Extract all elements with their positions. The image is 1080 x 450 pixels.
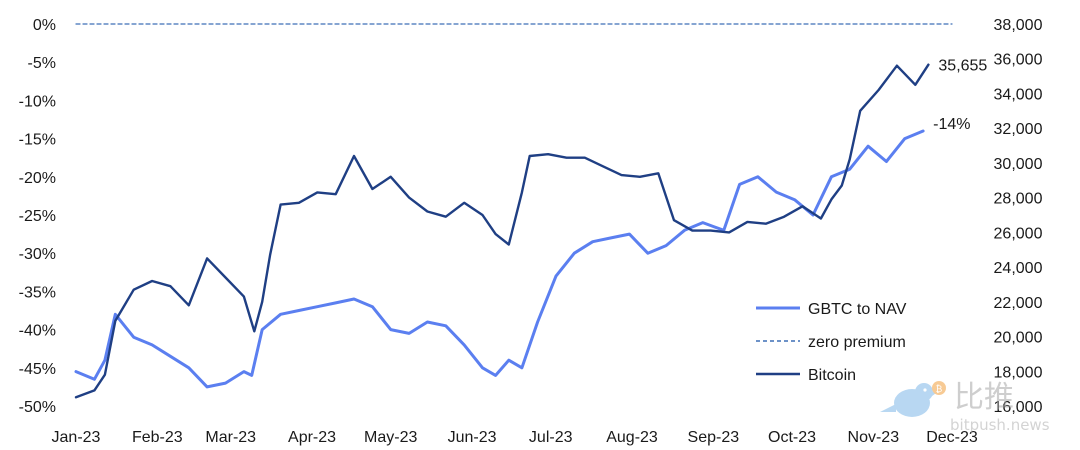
right-tick-label: 36,000 bbox=[994, 52, 1043, 69]
right-tick-label: 30,000 bbox=[994, 156, 1043, 173]
x-tick-label: Feb-23 bbox=[132, 429, 183, 446]
left-tick-label: -30% bbox=[19, 246, 56, 263]
x-tick-label: Aug-23 bbox=[606, 429, 658, 446]
series-layer bbox=[74, 23, 953, 399]
x-tick-label: Oct-23 bbox=[768, 429, 816, 446]
watermark: ₿ 比推 bitpush.news bbox=[880, 380, 1050, 434]
x-tick-label: Jan-23 bbox=[52, 429, 101, 446]
legend-label-gbtc: GBTC to NAV bbox=[808, 301, 907, 318]
x-tick-label: Jul-23 bbox=[529, 429, 573, 446]
right-axis-ticks: 38,000 36,000 34,000 32,000 30,000 28,000 26,0… bbox=[994, 17, 1043, 416]
x-tick-label: Apr-23 bbox=[288, 429, 336, 446]
right-tick-label: 16,000 bbox=[994, 399, 1043, 416]
svg-text:₿: ₿ bbox=[936, 384, 943, 394]
right-tick-label: 18,000 bbox=[994, 364, 1043, 381]
right-tick-label: 28,000 bbox=[994, 191, 1043, 208]
end-value-label: -14% bbox=[933, 116, 970, 133]
x-tick-label: May-23 bbox=[364, 429, 417, 446]
right-tick-label: 20,000 bbox=[994, 330, 1043, 347]
end-value-label: 35,655 bbox=[938, 58, 987, 75]
x-tick-label: Dec-23 bbox=[926, 429, 978, 446]
x-tick-label: Jun-23 bbox=[448, 429, 497, 446]
right-tick-label: 38,000 bbox=[994, 17, 1043, 34]
left-tick-label: -35% bbox=[19, 284, 56, 301]
right-tick-label: 24,000 bbox=[994, 260, 1043, 277]
watermark-glyphs: 比推 bbox=[954, 380, 1014, 415]
left-tick-label: -45% bbox=[19, 361, 56, 378]
x-tick-label: Sep-23 bbox=[688, 429, 740, 446]
series-line-bitcoin bbox=[74, 63, 930, 399]
left-tick-label: -5% bbox=[28, 55, 56, 72]
left-tick-label: 0% bbox=[33, 17, 56, 34]
left-tick-label: -20% bbox=[19, 170, 56, 187]
left-axis-ticks: 0% -5% -10% -15% -20% -25% -30% -35% -40% -45% -50… bbox=[19, 17, 56, 416]
left-tick-label: -25% bbox=[19, 208, 56, 225]
legend-label-zero-premium: zero premium bbox=[808, 334, 906, 351]
legend-label-bitcoin: Bitcoin bbox=[808, 367, 856, 384]
left-tick-label: -15% bbox=[19, 132, 56, 149]
x-tick-label: Nov-23 bbox=[848, 429, 900, 446]
right-tick-label: 26,000 bbox=[994, 225, 1043, 242]
annotation-layer: 35,655 -14% bbox=[933, 58, 987, 133]
x-axis-ticks: Jan-23 Feb-23 Mar-23 Apr-23 May-23 Jun-23 Jul-… bbox=[52, 429, 978, 446]
left-tick-label: -10% bbox=[19, 93, 56, 110]
left-tick-label: -40% bbox=[19, 323, 56, 340]
right-tick-label: 34,000 bbox=[994, 86, 1043, 103]
legend: GBTC to NAV zero premium Bitcoin bbox=[756, 301, 907, 384]
x-tick-label: Mar-23 bbox=[205, 429, 256, 446]
right-tick-label: 22,000 bbox=[994, 295, 1043, 312]
series-line-gbtc-to-nav bbox=[74, 129, 925, 389]
bird-coin-logo-icon: ₿ bbox=[880, 381, 946, 417]
left-tick-label: -50% bbox=[19, 399, 56, 416]
watermark-url: bitpush.news bbox=[950, 416, 1050, 434]
right-tick-label: 32,000 bbox=[994, 121, 1043, 138]
